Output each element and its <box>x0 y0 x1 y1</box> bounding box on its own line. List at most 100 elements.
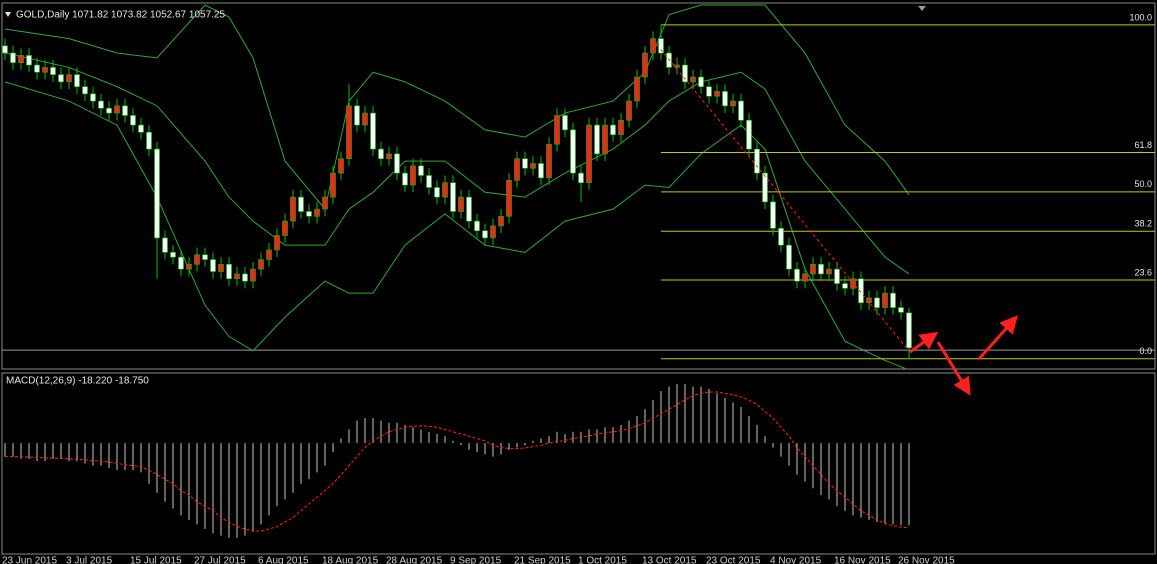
candle-body <box>642 52 648 78</box>
candle-body <box>626 100 632 121</box>
signal-line <box>5 391 910 532</box>
candle-body <box>546 143 552 179</box>
candle-body <box>722 91 728 107</box>
macd-panel-frame <box>1 372 1156 555</box>
candle-body <box>194 254 200 265</box>
candle-body <box>450 182 456 212</box>
candle-body <box>282 220 288 236</box>
x-tick-label: 23 Jun 2015 <box>2 556 57 564</box>
candle-body <box>618 119 624 135</box>
x-tick-label: 23 Oct 2015 <box>706 556 761 564</box>
candle-body <box>26 55 32 66</box>
candle-body <box>106 107 112 114</box>
candle-body <box>210 259 216 272</box>
candle-body <box>242 273 248 282</box>
candle-body <box>18 55 24 63</box>
bollinger-upper <box>4 4 910 211</box>
candle-body <box>530 163 536 169</box>
candle-body <box>770 201 776 229</box>
fib-label: 0.0 <box>1139 346 1152 356</box>
candle-body <box>378 148 384 159</box>
candle-body <box>42 67 48 73</box>
candle-body <box>554 115 560 145</box>
candle-body <box>490 225 496 239</box>
x-tick-label: 16 Nov 2015 <box>834 556 891 564</box>
main-panel-frame <box>1 2 1156 370</box>
candle-body <box>10 52 16 63</box>
candle-body <box>786 244 792 270</box>
candle-body <box>842 283 848 289</box>
x-tick-label: 4 Nov 2015 <box>770 556 822 564</box>
candle-body <box>890 292 896 308</box>
candle-body <box>882 292 888 308</box>
candle-body <box>74 74 80 87</box>
candle-body <box>466 196 472 222</box>
candle-body <box>226 264 232 280</box>
fib-label: 23.6 <box>1134 267 1152 277</box>
shift-marker <box>918 6 926 11</box>
macd-title: MACD(12,26,9) -18.220 -18.750 <box>6 376 149 387</box>
candle-body <box>402 172 408 186</box>
candle-body <box>682 64 688 83</box>
candle-body <box>858 278 864 304</box>
fib-label: 38.2 <box>1134 219 1152 229</box>
candle-body <box>410 165 416 186</box>
candle-body <box>386 153 392 159</box>
x-tick-label: 21 Sep 2015 <box>514 556 571 564</box>
menu-triangle <box>5 12 11 17</box>
candle-body <box>794 268 800 282</box>
candle-body <box>778 228 784 246</box>
fib-label: 50.0 <box>1134 179 1152 189</box>
candle-body <box>650 38 656 54</box>
candle-body <box>306 211 312 217</box>
candle-body <box>66 74 72 83</box>
candle-body <box>258 259 264 270</box>
candle-body <box>826 268 832 275</box>
candle-body <box>82 86 88 95</box>
candle-body <box>474 220 480 232</box>
candle-body <box>506 179 512 217</box>
candle-body <box>290 196 296 222</box>
candle-body <box>146 131 152 150</box>
candle-body <box>202 254 208 260</box>
candle-body <box>594 124 600 155</box>
candle-body <box>874 297 880 308</box>
candle-body <box>338 158 344 174</box>
candle-body <box>514 158 520 181</box>
trendline <box>652 39 910 352</box>
candle-body <box>154 148 160 239</box>
candle-body <box>418 165 424 176</box>
candle-body <box>690 76 696 83</box>
candle-body <box>738 100 744 121</box>
candle-body <box>578 172 584 183</box>
candle-body <box>346 105 352 159</box>
x-tick-label: 15 Jul 2015 <box>130 556 182 564</box>
candle-body <box>50 67 56 75</box>
candle-body <box>746 119 752 150</box>
macd-plot <box>4 384 910 538</box>
bollinger-middle <box>4 52 910 275</box>
candle-body <box>634 76 640 102</box>
x-tick-label: 1 Oct 2015 <box>578 556 627 564</box>
candle-body <box>314 208 320 217</box>
candle-body <box>602 124 608 155</box>
candle-body <box>114 105 120 114</box>
candle-body <box>850 278 856 289</box>
candle-body <box>730 100 736 107</box>
candle-body <box>866 297 872 304</box>
candle-body <box>570 129 576 174</box>
arrow <box>909 331 939 354</box>
candle-body <box>250 268 256 282</box>
candle-body <box>906 312 912 349</box>
candle-body <box>138 124 144 133</box>
candle-body <box>586 124 592 183</box>
candle-body <box>538 163 544 179</box>
x-tick-label: 3 Jul 2015 <box>66 556 113 564</box>
candle-body <box>810 264 816 275</box>
fib-label: 100.0 <box>1129 12 1152 22</box>
x-tick-label: 27 Jul 2015 <box>194 556 246 564</box>
x-tick-label: 28 Aug 2015 <box>386 556 443 564</box>
candle-body <box>362 112 368 126</box>
